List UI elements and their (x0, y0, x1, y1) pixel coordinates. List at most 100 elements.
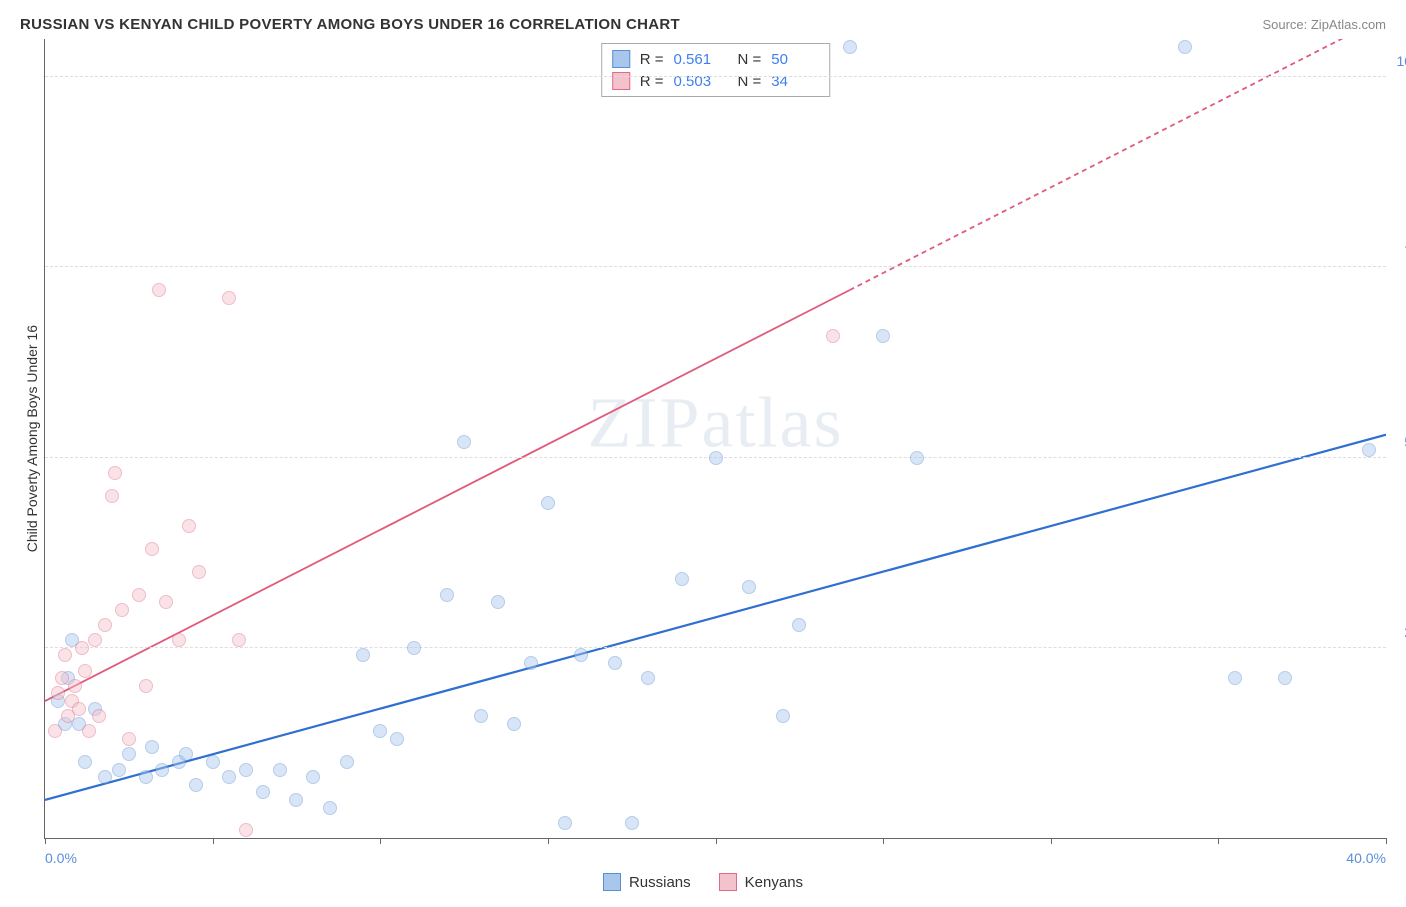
corr-r-label: R = (640, 73, 664, 90)
data-point (108, 466, 122, 480)
data-point (122, 732, 136, 746)
data-point (1228, 671, 1242, 685)
legend-item: Russians (603, 873, 691, 891)
data-point (474, 709, 488, 723)
data-point (152, 283, 166, 297)
x-tick (883, 838, 884, 844)
corr-n-label: N = (738, 73, 762, 90)
legend-swatch (603, 873, 621, 891)
data-point (826, 329, 840, 343)
data-point (457, 435, 471, 449)
x-tick-label: 40.0% (1346, 850, 1386, 866)
data-point (608, 656, 622, 670)
chart-container: Child Poverty Among Boys Under 16 ZIPatl… (20, 39, 1386, 839)
trendlines-layer (45, 39, 1386, 838)
y-tick-label: 100.0% (1397, 53, 1406, 69)
chart-title: RUSSIAN VS KENYAN CHILD POVERTY AMONG BO… (20, 16, 680, 33)
data-point (256, 785, 270, 799)
data-point (709, 451, 723, 465)
data-point (182, 519, 196, 533)
corr-r-label: R = (640, 51, 664, 68)
data-point (78, 755, 92, 769)
correlation-row: R = 0.503 N = 34 (612, 70, 820, 92)
correlation-row: R =0.561N =50 (612, 48, 820, 70)
data-point (373, 724, 387, 738)
corr-n-value: 50 (771, 51, 819, 68)
data-point (306, 770, 320, 784)
data-point (1178, 40, 1192, 54)
x-tick (1051, 838, 1052, 844)
x-tick (716, 838, 717, 844)
data-point (742, 580, 756, 594)
data-point (541, 496, 555, 510)
data-point (189, 778, 203, 792)
data-point (92, 709, 106, 723)
correlation-box: R = 0.561 N = 50 R = 0.503 N = 34 (601, 43, 831, 97)
data-point (507, 717, 521, 731)
data-point (558, 816, 572, 830)
data-point (159, 595, 173, 609)
data-point (206, 755, 220, 769)
data-point (98, 770, 112, 784)
data-point (51, 686, 65, 700)
data-point (843, 40, 857, 54)
data-point (239, 763, 253, 777)
data-point (72, 702, 86, 716)
corr-n-value: 34 (771, 73, 819, 90)
data-point (239, 823, 253, 837)
data-point (574, 648, 588, 662)
data-point (440, 588, 454, 602)
data-point (876, 329, 890, 343)
legend-label: Kenyans (745, 874, 803, 891)
corr-r-value: 0.561 (674, 51, 722, 68)
gridline-h (45, 76, 1386, 77)
data-point (323, 801, 337, 815)
data-point (55, 671, 69, 685)
data-point (192, 565, 206, 579)
data-point (675, 572, 689, 586)
data-point (222, 291, 236, 305)
x-tick (548, 838, 549, 844)
data-point (105, 489, 119, 503)
data-point (491, 595, 505, 609)
legend-swatch (612, 72, 630, 90)
data-point (407, 641, 421, 655)
legend-swatch (719, 873, 737, 891)
data-point (172, 633, 186, 647)
data-point (115, 603, 129, 617)
plot-area: ZIPatlas R =0.561N =50R =0.503N =34 25.0… (44, 39, 1386, 839)
source-attribution: Source: ZipAtlas.com (1262, 17, 1386, 32)
data-point (88, 633, 102, 647)
data-point (910, 451, 924, 465)
data-point (139, 770, 153, 784)
data-point (1362, 443, 1376, 457)
data-point (139, 679, 153, 693)
data-point (524, 656, 538, 670)
data-point (641, 671, 655, 685)
legend-label: Russians (629, 874, 691, 891)
x-tick (1386, 838, 1387, 844)
data-point (68, 679, 82, 693)
x-tick (1218, 838, 1219, 844)
data-point (145, 740, 159, 754)
data-point (98, 618, 112, 632)
data-point (75, 641, 89, 655)
data-point (625, 816, 639, 830)
data-point (112, 763, 126, 777)
data-point (289, 793, 303, 807)
data-point (48, 724, 62, 738)
y-axis-label: Child Poverty Among Boys Under 16 (20, 325, 44, 552)
gridline-h (45, 266, 1386, 267)
x-tick (45, 838, 46, 844)
corr-r-value: 0.503 (674, 73, 722, 90)
data-point (390, 732, 404, 746)
data-point (145, 542, 159, 556)
data-point (82, 724, 96, 738)
data-point (273, 763, 287, 777)
data-point (78, 664, 92, 678)
data-point (356, 648, 370, 662)
data-point (132, 588, 146, 602)
data-point (792, 618, 806, 632)
data-point (179, 747, 193, 761)
data-point (122, 747, 136, 761)
